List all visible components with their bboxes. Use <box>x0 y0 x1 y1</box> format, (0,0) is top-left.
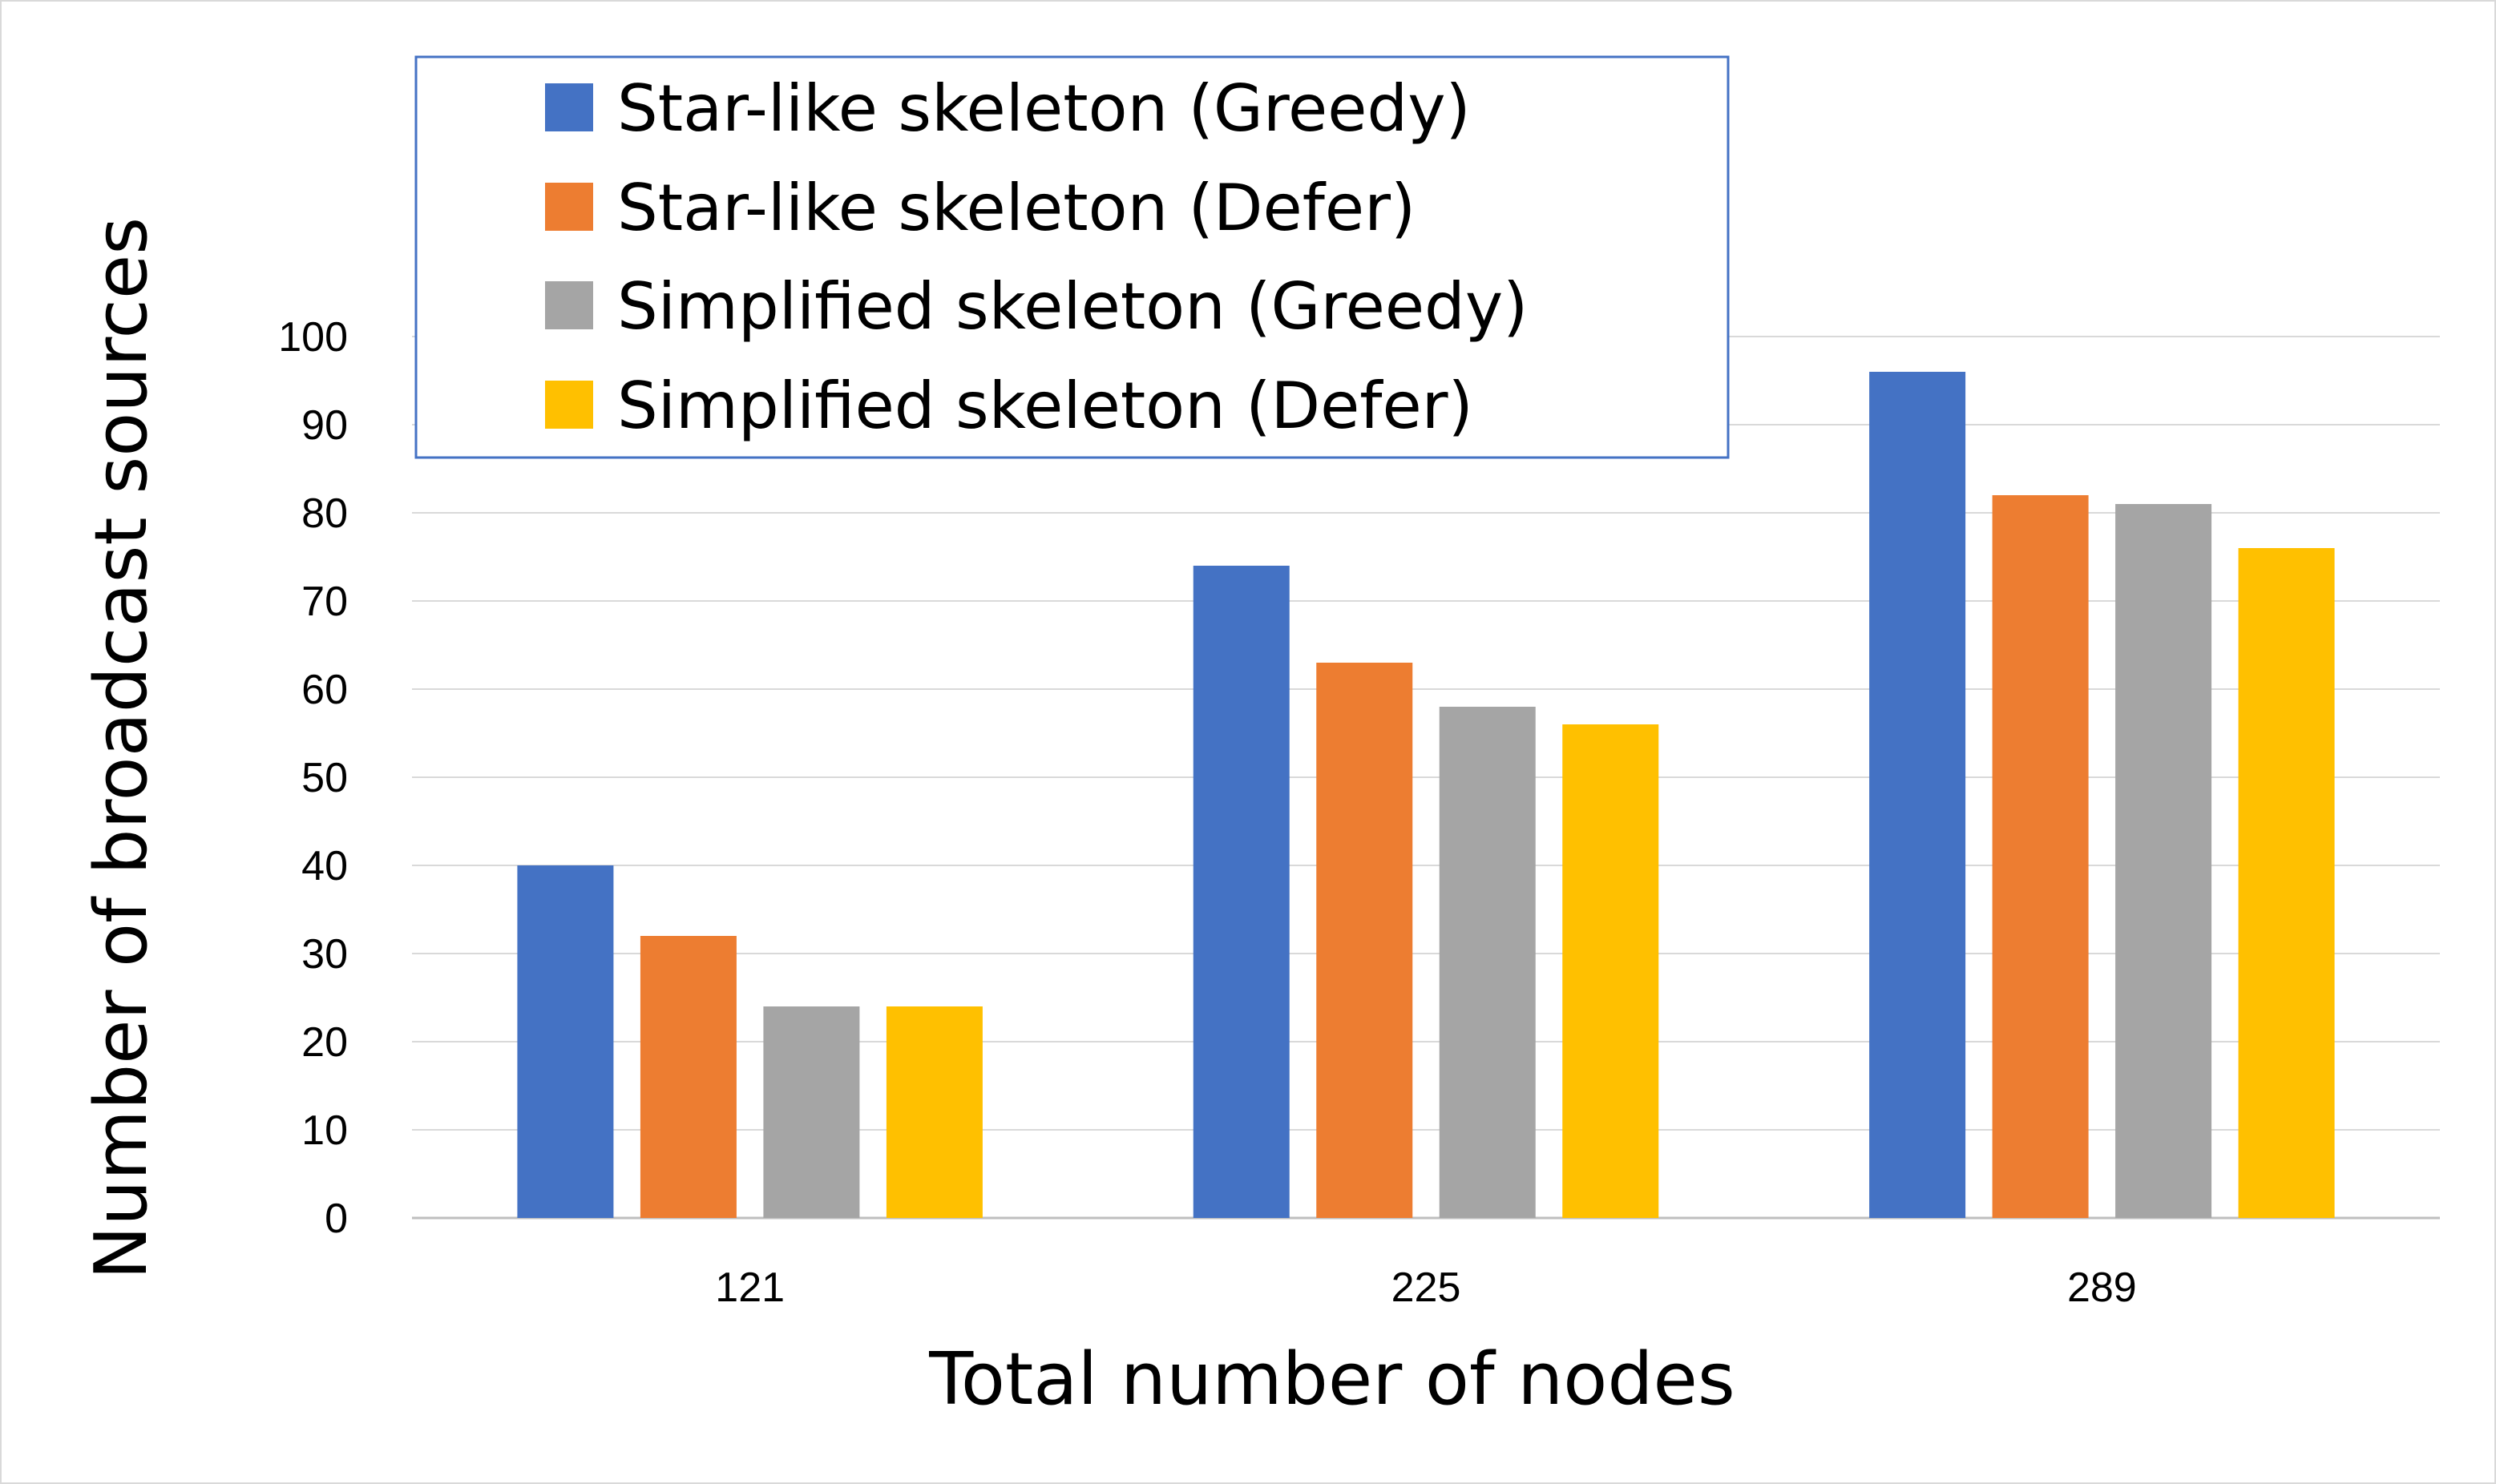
legend: Star-like skeleton (Greedy) Star-like ske… <box>414 55 1730 459</box>
bar <box>1562 724 1659 1218</box>
y-tick-label: 20 <box>301 1019 348 1066</box>
bar <box>640 936 737 1218</box>
legend-swatch <box>545 83 593 131</box>
bar <box>517 865 614 1218</box>
y-axis-title: Number of broadcast sources <box>79 217 164 1280</box>
y-tick-label: 10 <box>301 1107 348 1154</box>
bar <box>1316 663 1413 1218</box>
bar <box>886 1006 983 1218</box>
y-axis-ticks: 0 10 20 30 40 50 60 70 80 90 100 <box>278 314 348 1242</box>
bar <box>1869 372 1966 1218</box>
legend-swatch <box>545 381 593 429</box>
legend-swatch <box>545 183 593 231</box>
bar <box>2238 548 2335 1218</box>
legend-swatch <box>545 281 593 329</box>
y-tick-label: 90 <box>301 402 348 449</box>
legend-label: Simplified skeleton (Greedy) <box>617 269 1528 344</box>
bar <box>763 1006 860 1218</box>
legend-label: Star-like skeleton (Greedy) <box>617 71 1471 146</box>
y-tick-label: 80 <box>301 490 348 537</box>
legend-box <box>414 55 1730 459</box>
y-tick-label: 70 <box>301 579 348 625</box>
x-tick-label: 121 <box>715 1264 785 1311</box>
y-tick-label: 60 <box>301 667 348 713</box>
y-tick-label: 50 <box>301 755 348 801</box>
y-tick-label: 40 <box>301 843 348 889</box>
y-tick-label: 30 <box>301 931 348 978</box>
bars <box>517 372 2335 1218</box>
legend-label: Simplified skeleton (Defer) <box>617 369 1473 443</box>
x-axis-title: Total number of nodes <box>928 1337 1735 1421</box>
bar <box>1439 707 1536 1218</box>
bar <box>1992 495 2089 1218</box>
x-tick-label: 289 <box>2067 1264 2137 1311</box>
bar <box>2115 504 2212 1218</box>
legend-label: Star-like skeleton (Defer) <box>617 171 1416 245</box>
x-tick-label: 225 <box>1391 1264 1461 1311</box>
x-axis-ticks: 121 225 289 <box>715 1264 2136 1311</box>
y-tick-label: 100 <box>278 314 348 361</box>
bar <box>1193 566 1290 1218</box>
y-tick-label: 0 <box>325 1196 348 1242</box>
